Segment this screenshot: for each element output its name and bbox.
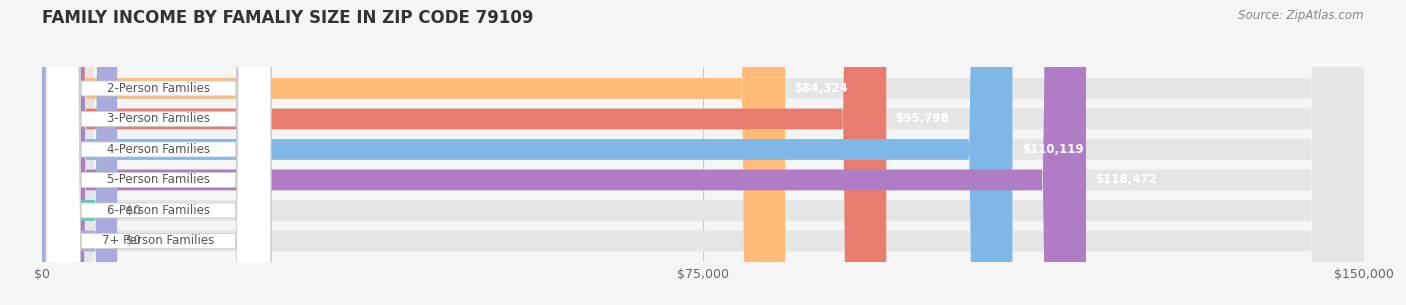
Text: $0: $0 bbox=[127, 204, 141, 217]
Text: 5-Person Families: 5-Person Families bbox=[107, 174, 209, 186]
FancyBboxPatch shape bbox=[46, 0, 271, 305]
FancyBboxPatch shape bbox=[46, 0, 271, 305]
Text: FAMILY INCOME BY FAMALIY SIZE IN ZIP CODE 79109: FAMILY INCOME BY FAMALIY SIZE IN ZIP COD… bbox=[42, 9, 534, 27]
FancyBboxPatch shape bbox=[46, 0, 271, 305]
FancyBboxPatch shape bbox=[42, 0, 1364, 305]
Text: 4-Person Families: 4-Person Families bbox=[107, 143, 209, 156]
Text: $84,324: $84,324 bbox=[794, 82, 848, 95]
FancyBboxPatch shape bbox=[46, 0, 271, 305]
Text: 6-Person Families: 6-Person Families bbox=[107, 204, 209, 217]
Text: 3-Person Families: 3-Person Families bbox=[107, 113, 209, 125]
Text: Source: ZipAtlas.com: Source: ZipAtlas.com bbox=[1239, 9, 1364, 22]
FancyBboxPatch shape bbox=[42, 0, 1012, 305]
FancyBboxPatch shape bbox=[42, 0, 117, 305]
Text: 7+ Person Families: 7+ Person Families bbox=[103, 235, 215, 247]
FancyBboxPatch shape bbox=[42, 0, 1364, 305]
FancyBboxPatch shape bbox=[42, 0, 1085, 305]
Text: $110,119: $110,119 bbox=[1022, 143, 1083, 156]
FancyBboxPatch shape bbox=[46, 0, 271, 305]
FancyBboxPatch shape bbox=[42, 0, 1364, 305]
FancyBboxPatch shape bbox=[42, 0, 785, 305]
FancyBboxPatch shape bbox=[42, 0, 886, 305]
Text: $95,798: $95,798 bbox=[896, 113, 949, 125]
Text: $118,472: $118,472 bbox=[1095, 174, 1157, 186]
FancyBboxPatch shape bbox=[42, 0, 117, 305]
Text: 2-Person Families: 2-Person Families bbox=[107, 82, 209, 95]
Text: $0: $0 bbox=[127, 235, 141, 247]
FancyBboxPatch shape bbox=[46, 0, 271, 305]
FancyBboxPatch shape bbox=[42, 0, 1364, 305]
FancyBboxPatch shape bbox=[42, 0, 1364, 305]
FancyBboxPatch shape bbox=[42, 0, 1364, 305]
